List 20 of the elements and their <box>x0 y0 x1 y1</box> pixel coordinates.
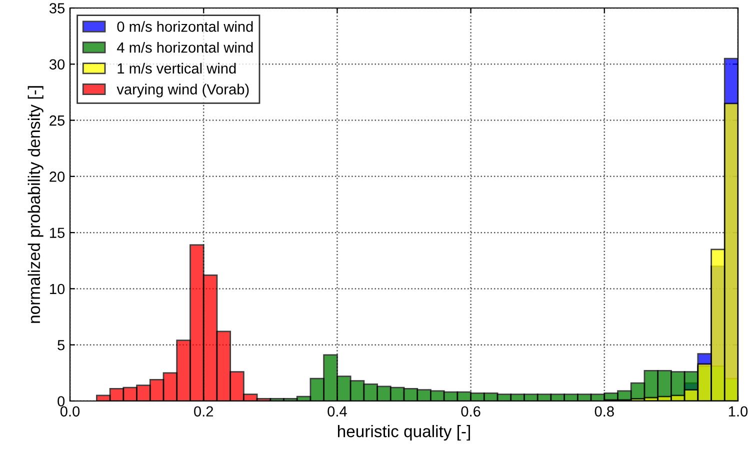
y-tick-label: 20 <box>50 172 65 182</box>
legend-label: 4 m/s horizontal wind <box>117 42 253 53</box>
x-tick-label: 1.0 <box>728 406 748 417</box>
y-tick-label: 5 <box>58 340 65 350</box>
y-tick-label: 25 <box>50 115 65 126</box>
y-tick-label: 0 <box>58 396 65 406</box>
x-tick-label: 0.0 <box>60 406 80 417</box>
y-axis-title: normalized probability density [-] <box>28 86 44 323</box>
legend-label: varying wind (Vorab) <box>116 84 249 98</box>
x-tick-label: 0.6 <box>461 406 480 417</box>
legend-label: 0 m/s horizontal wind <box>117 21 253 32</box>
y-tick-label: 10 <box>50 284 65 294</box>
x-tick-label: 0.2 <box>194 406 214 417</box>
x-tick-label: 0.8 <box>594 406 614 417</box>
legend-label: 1 m/s vertical wind <box>118 62 236 74</box>
y-tick-label: 30 <box>49 59 65 70</box>
x-tick-label: 0.4 <box>328 406 347 417</box>
y-tick-label: 15 <box>50 228 65 238</box>
x-axis-title: heuristic quality [-] <box>338 425 470 441</box>
y-tick-label: 35 <box>49 3 65 14</box>
